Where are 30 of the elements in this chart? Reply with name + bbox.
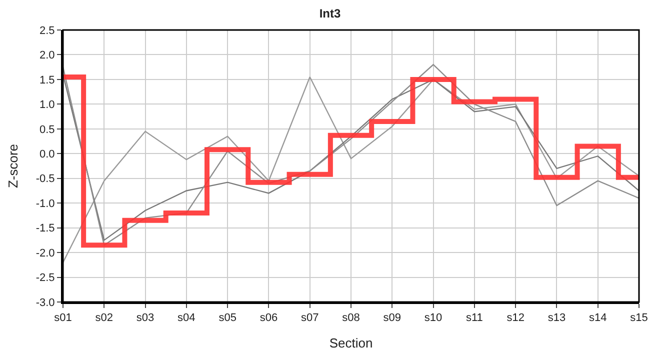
x-tick-label: s04 [178,312,196,324]
y-tick-label: -1.0 [36,198,55,210]
y-tick-label: 2.5 [40,24,55,37]
x-tick-label: s11 [466,312,483,324]
y-tick-label: 0.0 [40,148,55,160]
y-tick-label: 0.5 [40,124,55,136]
y-tick-label: -2.0 [36,247,55,260]
x-axis-title: Section [329,335,373,350]
y-tick-label: 1.0 [40,99,55,112]
x-tick-label: s02 [95,312,114,324]
y-tick-label: 2.0 [40,50,55,62]
y-tick-label: -2.5 [36,272,55,284]
x-tick-label: s14 [588,312,607,324]
chart-title: Int3 [319,6,341,20]
x-tick-label: s10 [424,312,442,324]
x-tick-label: s09 [383,312,402,324]
y-axis-title: Z-score [5,144,20,188]
x-tick-label: s06 [260,312,278,324]
x-tick-label: s01 [54,312,72,324]
y-tick-label: -0.5 [36,173,55,186]
x-tick-label: s13 [548,312,566,324]
x-tick-label: s12 [506,312,524,324]
y-tick-label: -3.0 [36,296,55,309]
x-tick-label: s08 [342,312,360,324]
x-tick-label: s15 [630,312,648,324]
x-tick-label: s03 [136,312,154,324]
x-tick-label: s05 [218,312,236,324]
y-tick-label: 1.5 [40,74,55,86]
x-tick-label: s07 [300,312,319,324]
y-tick-label: -1.5 [36,222,55,235]
